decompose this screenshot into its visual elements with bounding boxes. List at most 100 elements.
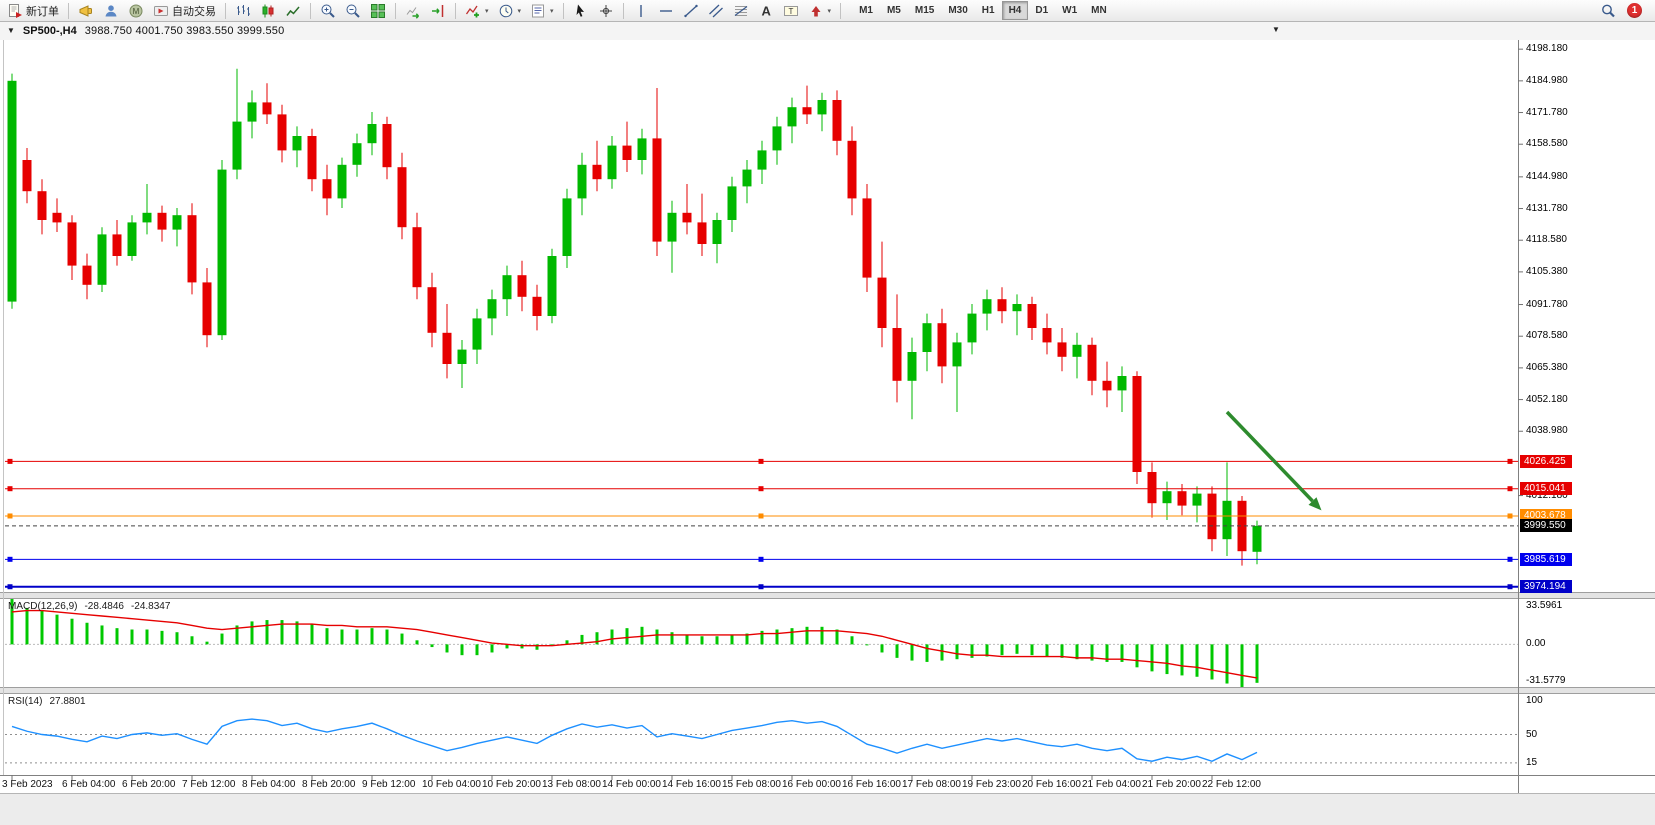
timeframe-d1-button[interactable]: D1 — [1035, 5, 1049, 16]
line-chart-icon — [285, 3, 301, 19]
line-handle[interactable] — [758, 486, 764, 492]
timeframe-h4-button[interactable]: H4 — [1001, 1, 1029, 20]
price-line-label: 4003.678 — [1520, 509, 1572, 523]
fibonacci-button[interactable] — [729, 1, 753, 21]
horizontal-line-button[interactable] — [654, 1, 678, 21]
time-axis-label: 9 Feb 12:00 — [362, 779, 416, 790]
line-handle[interactable] — [1507, 556, 1513, 562]
candlestick-chart-button[interactable] — [256, 1, 280, 21]
arrows-button[interactable]: ▾ — [804, 1, 836, 21]
line-handle[interactable] — [758, 584, 764, 590]
rsi-scale-label: 15 — [1526, 756, 1538, 768]
one-click-trading-arrow-icon[interactable]: ▼ — [7, 26, 15, 35]
zoom-out-button[interactable] — [341, 1, 365, 21]
templates-button[interactable]: ▾ — [526, 1, 558, 21]
channel-button[interactable] — [704, 1, 728, 21]
trend-arrow-head[interactable] — [1308, 497, 1322, 511]
crosshair-button[interactable] — [594, 1, 618, 21]
chart-dropdown-arrow-icon[interactable]: ▼ — [1272, 25, 1280, 34]
auto-trading-button-label: 自动交易 — [172, 5, 216, 18]
cursor-button[interactable] — [569, 1, 593, 21]
line-chart-button[interactable] — [281, 1, 305, 21]
timeframe-m30-button[interactable]: M30 — [948, 5, 968, 16]
vertical-line-button[interactable] — [629, 1, 653, 21]
ohlc-readout: 3988.750 4001.750 3983.550 3999.550 — [84, 25, 285, 37]
timeframe-m5-button[interactable]: M5 — [886, 5, 901, 16]
price-scale-tick: 4184.980 — [1526, 74, 1568, 86]
time-axis-label: 7 Feb 12:00 — [182, 779, 236, 790]
timeframe-mn-button[interactable]: MN — [1091, 5, 1107, 16]
price-scale-tick: 4118.580 — [1526, 234, 1567, 246]
mql-community-button[interactable]: M — [124, 1, 148, 21]
cursor-icon — [573, 3, 589, 19]
candlestick-icon — [260, 3, 276, 19]
line-handle[interactable] — [7, 458, 13, 464]
line-handle[interactable] — [1507, 458, 1513, 464]
profiles-button[interactable] — [99, 1, 123, 21]
line-handle[interactable] — [1507, 486, 1513, 492]
megaphone-button[interactable] — [74, 1, 98, 21]
line-handle[interactable] — [758, 513, 764, 519]
macd-indicator-label: MACD(12,26,9) -28.4846 -24.8347 — [8, 601, 170, 612]
macd-value-signal: -24.8347 — [130, 601, 171, 612]
line-handle[interactable] — [758, 458, 764, 464]
auto-trading-button[interactable]: 自动交易 — [149, 1, 220, 21]
price-scale-tick: 4171.780 — [1526, 106, 1568, 118]
time-axis-label: 21 Feb 20:00 — [1142, 779, 1201, 790]
megaphone-icon — [78, 3, 94, 19]
bar-chart-button[interactable] — [231, 1, 255, 21]
search-button[interactable] — [1596, 1, 1620, 21]
line-handle[interactable] — [758, 556, 764, 562]
line-handle[interactable] — [7, 584, 13, 590]
tile-windows-button[interactable] — [366, 1, 390, 21]
toolbar-separator — [395, 2, 396, 19]
price-scale-tick: 4131.780 — [1526, 202, 1568, 214]
line-handle[interactable] — [7, 486, 13, 492]
panel-splitter[interactable] — [0, 592, 1655, 599]
vertical-line-icon — [633, 3, 649, 19]
new-order-button-label: 新订单 — [26, 5, 59, 18]
price-lines-layer — [5, 458, 1518, 590]
price-line-label: 3985.619 — [1520, 552, 1572, 566]
chart-shift-button[interactable] — [426, 1, 450, 21]
line-handle[interactable] — [7, 556, 13, 562]
toolbar-separator — [455, 2, 456, 19]
panel-splitter[interactable] — [0, 687, 1655, 694]
rsi-title: RSI(14) — [8, 696, 43, 707]
timeframe-m15-button[interactable]: M15 — [914, 5, 935, 16]
line-handle[interactable] — [1507, 584, 1513, 590]
line-handle[interactable] — [7, 513, 13, 519]
macd-value-main: -28.4846 — [84, 601, 124, 612]
rsi-value: 27.8801 — [49, 696, 86, 707]
trend-arrow[interactable] — [1225, 410, 1314, 503]
timeframe-m1-button[interactable]: M1 — [859, 5, 873, 16]
time-axis-label: 8 Feb 04:00 — [242, 779, 296, 790]
text-button[interactable]: A — [754, 1, 778, 21]
text-label-button[interactable]: T — [779, 1, 803, 21]
toolbar-separator — [225, 2, 226, 19]
timeframe-w1-button[interactable]: W1 — [1062, 5, 1078, 16]
timeframe-h1-button[interactable]: H1 — [981, 5, 995, 16]
price-scale-tick: 4105.380 — [1526, 265, 1568, 277]
time-axis-label: 17 Feb 08:00 — [902, 779, 961, 790]
price-line-label: 4015.041 — [1520, 482, 1572, 496]
new-order-button[interactable]: 新订单 — [3, 1, 63, 21]
price-scale-tick: 4052.180 — [1526, 393, 1568, 405]
horizontal-line-icon — [658, 3, 674, 19]
trendline-button[interactable] — [679, 1, 703, 21]
profiles-icon — [103, 3, 119, 19]
indicators-button[interactable]: ▾ — [461, 1, 493, 21]
notification-badge[interactable]: 1 — [1627, 3, 1642, 18]
trendline-icon — [683, 3, 699, 19]
auto-scroll-button[interactable] — [401, 1, 425, 21]
time-axis-label: 8 Feb 20:00 — [302, 779, 356, 790]
line-handle[interactable] — [1507, 513, 1513, 519]
price-scale-tick: 4144.980 — [1526, 170, 1568, 182]
bar-chart-icon — [235, 3, 251, 19]
chart-shift-icon — [430, 3, 446, 19]
zoom-in-button[interactable] — [316, 1, 340, 21]
periods-button[interactable]: ▾ — [494, 1, 526, 21]
indicators-icon — [465, 3, 481, 19]
